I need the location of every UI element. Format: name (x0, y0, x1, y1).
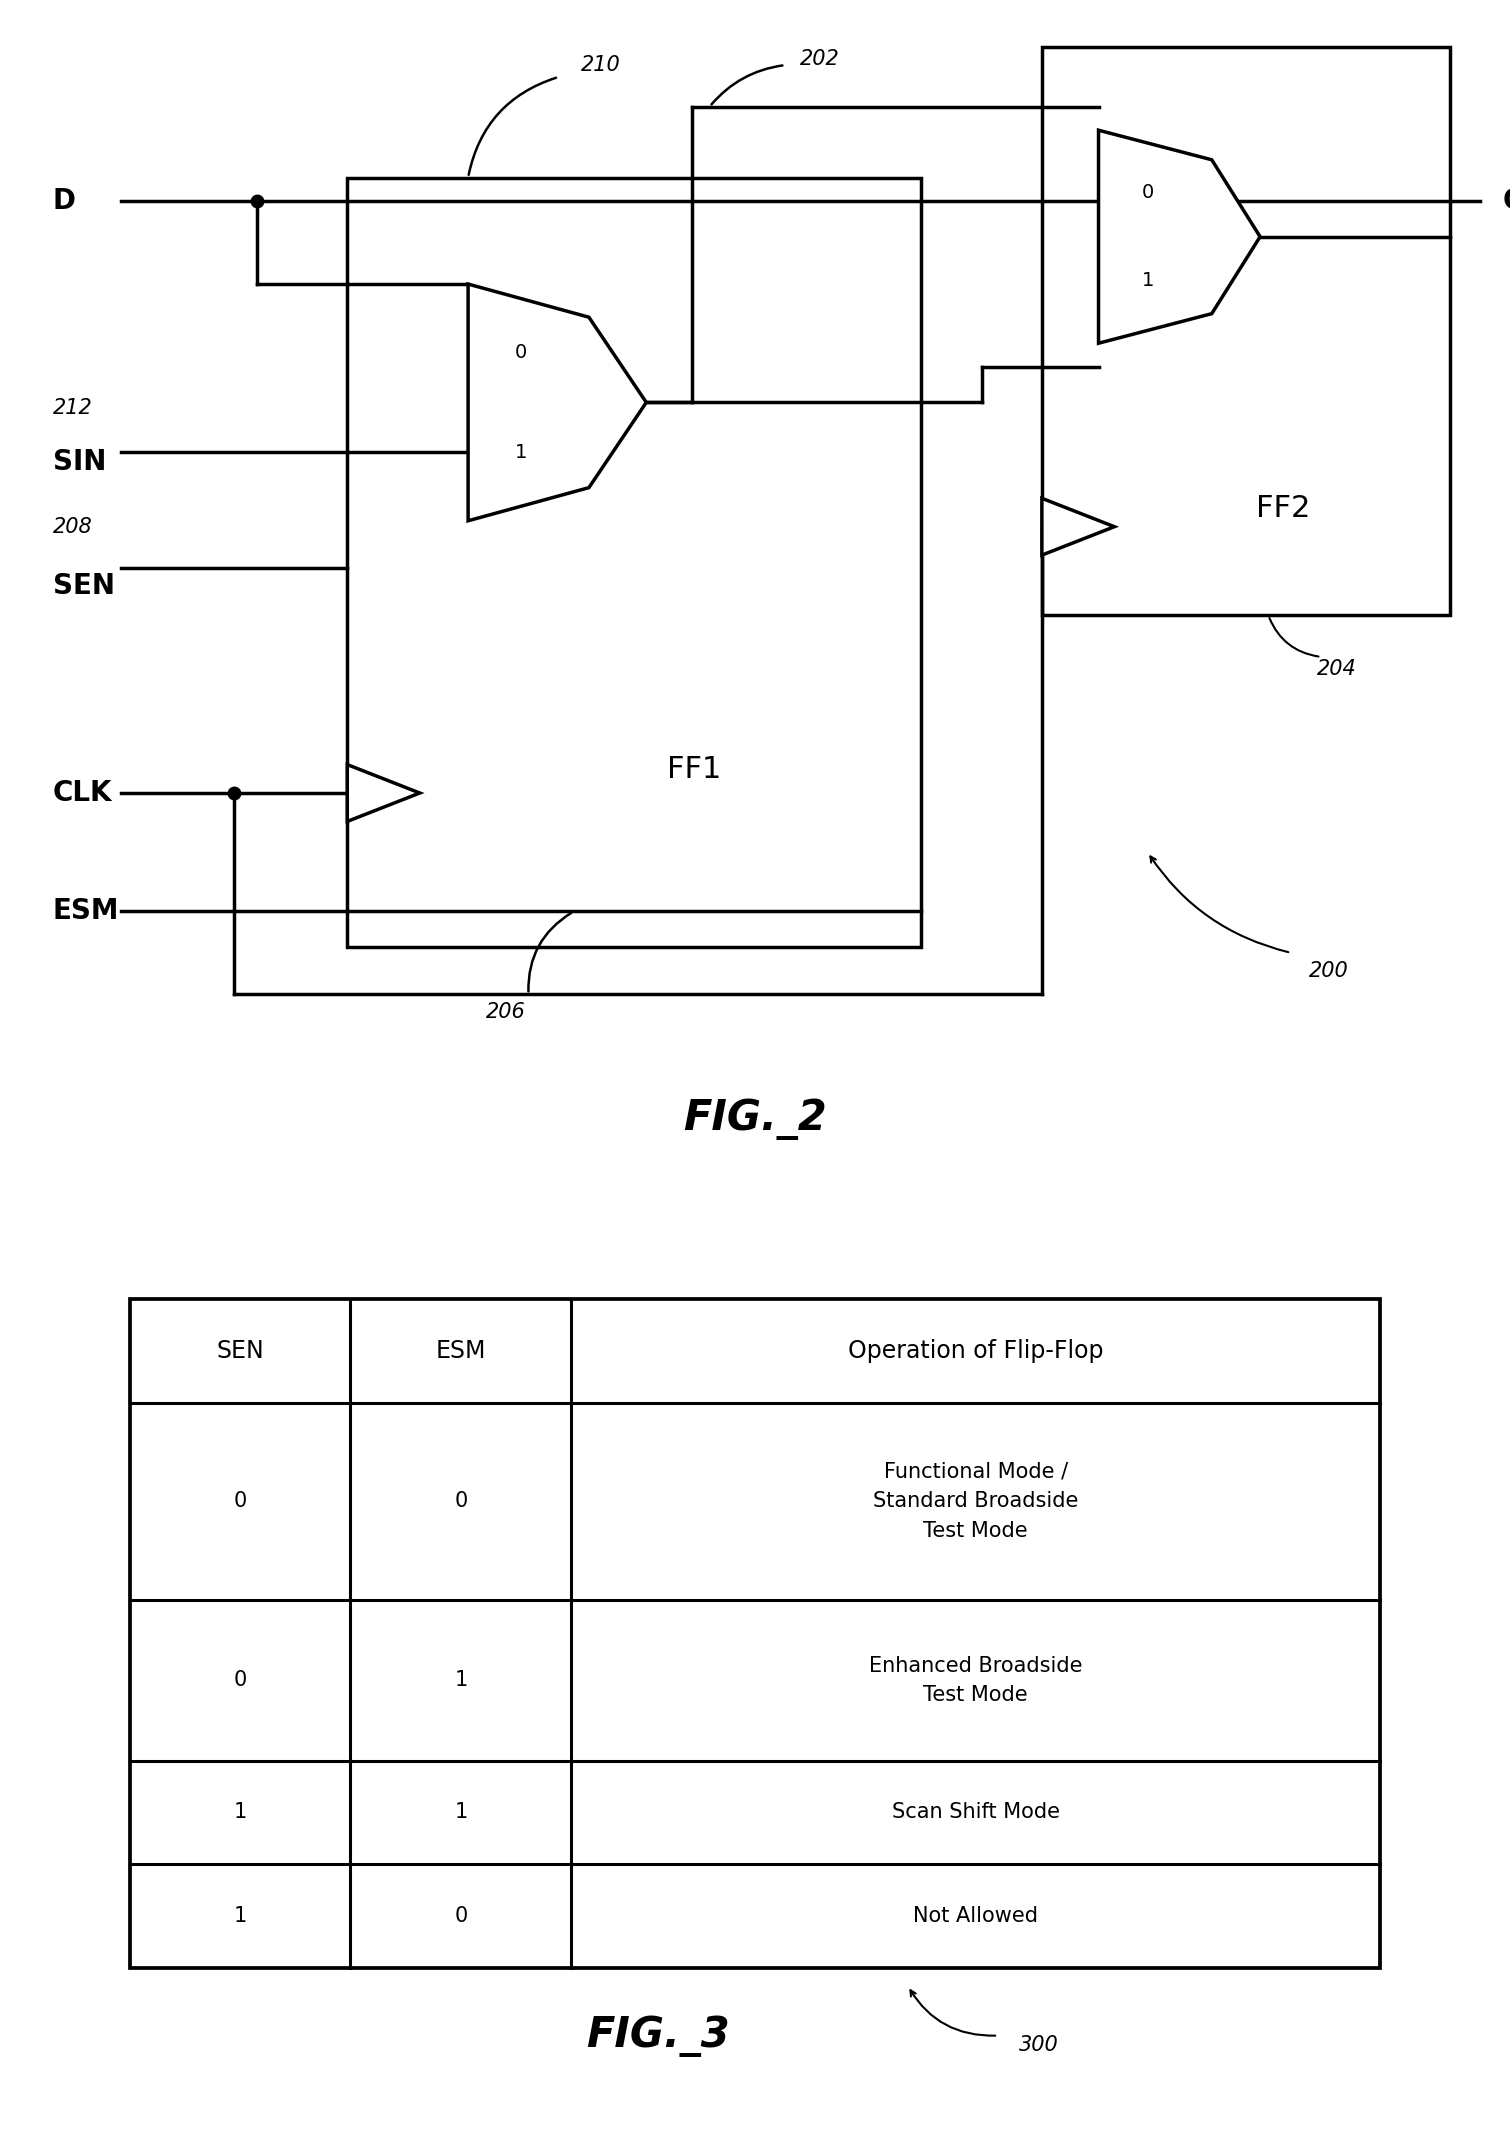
Text: Operation of Flip-Flop: Operation of Flip-Flop (849, 1339, 1104, 1362)
Bar (1042, 47, 1450, 615)
Text: 1: 1 (455, 1670, 468, 1691)
Text: 204: 204 (1317, 659, 1356, 678)
Text: 1: 1 (234, 1803, 246, 1823)
Text: Enhanced Broadside
Test Mode: Enhanced Broadside Test Mode (868, 1655, 1083, 1704)
Text: CLK: CLK (53, 779, 112, 807)
Text: SEN: SEN (216, 1339, 264, 1362)
Text: 1: 1 (515, 443, 527, 463)
Text: Not Allowed: Not Allowed (914, 1907, 1039, 1926)
Polygon shape (1099, 129, 1259, 344)
Text: 0: 0 (234, 1670, 246, 1691)
Text: FIG._2: FIG._2 (683, 1098, 827, 1141)
Text: 210: 210 (581, 56, 621, 75)
Text: 206: 206 (486, 1003, 525, 1022)
Text: FF1: FF1 (667, 755, 722, 783)
Text: Q: Q (1502, 187, 1510, 215)
Text: 1: 1 (234, 1907, 246, 1926)
Bar (347, 179, 921, 947)
Text: D: D (53, 187, 76, 215)
Text: ESM: ESM (435, 1339, 486, 1362)
Text: FF2: FF2 (1256, 495, 1311, 523)
Text: Functional Mode /
Standard Broadside
Test Mode: Functional Mode / Standard Broadside Tes… (873, 1461, 1078, 1541)
Text: Scan Shift Mode: Scan Shift Mode (891, 1803, 1060, 1823)
Text: 1: 1 (455, 1803, 468, 1823)
Text: ESM: ESM (53, 897, 119, 925)
Text: 202: 202 (800, 49, 840, 69)
Polygon shape (468, 284, 646, 521)
Bar (130, 1300, 1380, 1967)
Text: 300: 300 (1019, 2034, 1059, 2055)
Polygon shape (1042, 499, 1114, 555)
Text: FIG._3: FIG._3 (586, 2014, 729, 2057)
Text: SIN: SIN (53, 448, 106, 476)
Polygon shape (347, 764, 420, 822)
Text: 1: 1 (1142, 271, 1154, 291)
Text: 200: 200 (1309, 960, 1348, 981)
Text: 0: 0 (455, 1907, 468, 1926)
Text: 0: 0 (515, 342, 527, 362)
Text: 208: 208 (53, 516, 92, 536)
Text: 0: 0 (455, 1491, 468, 1511)
Text: 0: 0 (234, 1491, 246, 1511)
Text: 212: 212 (53, 398, 92, 417)
Text: SEN: SEN (53, 572, 115, 600)
Text: 0: 0 (1142, 183, 1154, 202)
